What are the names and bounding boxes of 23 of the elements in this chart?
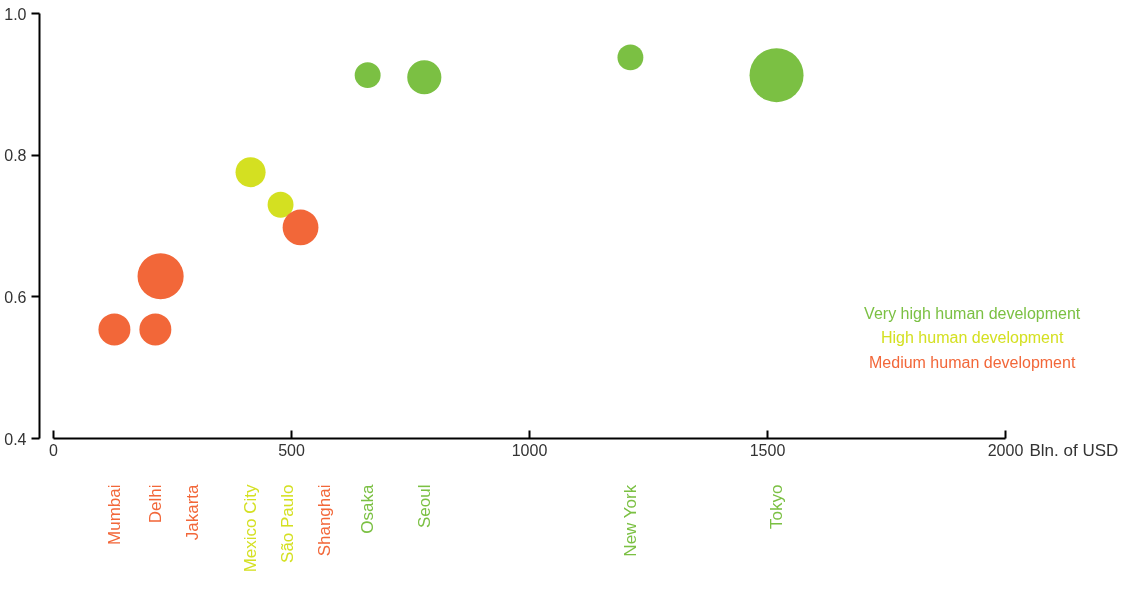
text: Mumbai: [104, 484, 124, 545]
text: Tokyo: [767, 484, 787, 529]
text: Jakarta: [182, 483, 202, 541]
text: New York: [620, 484, 640, 557]
text: Medium human development: [869, 353, 1076, 371]
x-tick-label: 500: [278, 441, 305, 459]
text: High human development: [881, 329, 1064, 347]
text: Very high human development: [864, 304, 1081, 322]
text: Mexico City: [241, 484, 261, 573]
text: São Paulo: [278, 484, 298, 563]
text: Osaka: [358, 483, 378, 534]
x-tick-label: 2000: [987, 441, 1024, 459]
x-tick-label: 1000: [511, 441, 548, 459]
x-tick-label: 1500: [749, 441, 786, 459]
y-tick-label: 0.8: [4, 147, 27, 165]
text: Seoul: [414, 484, 434, 528]
y-tick-label: 1.0: [4, 5, 27, 23]
text: Delhi: [145, 484, 165, 524]
x-axis-title: Bln. of USD: [1029, 441, 1119, 460]
text: Shanghai: [315, 484, 335, 557]
y-tick-label: 0.4: [4, 430, 27, 448]
x-tick-label: 0: [49, 441, 59, 459]
y-tick-label: 0.6: [4, 288, 27, 306]
